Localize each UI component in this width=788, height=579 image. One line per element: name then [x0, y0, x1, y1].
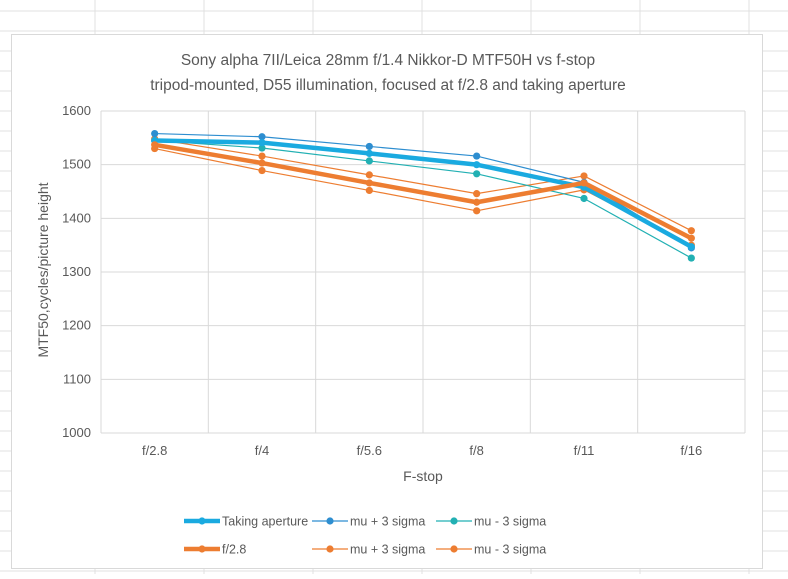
legend-label: mu - 3 sigma: [474, 515, 546, 529]
chart-title: Sony alpha 7II/Leica 28mm f/1.4 Nikkor-D…: [181, 52, 595, 69]
y-tick-label: 1000: [62, 425, 91, 440]
y-axis-ticks: 1000 1100 1200 1300 1400 1500 1600: [62, 103, 91, 440]
y-tick-label: 1200: [62, 318, 91, 333]
data-point: [151, 129, 159, 138]
data-point: [258, 159, 266, 167]
legend-entry: f/2.8: [184, 543, 246, 557]
legend-swatch-marker: [450, 545, 458, 553]
legend-entry: mu - 3 sigma: [436, 543, 546, 557]
legend-entry: mu - 3 sigma: [436, 515, 546, 529]
x-tick-label: f/8: [469, 443, 483, 458]
legend-label: mu - 3 sigma: [474, 543, 546, 557]
series-line: [152, 142, 694, 241]
series-line: [152, 138, 694, 250]
data-point: [258, 144, 266, 152]
data-point: [580, 194, 588, 203]
legend-entry: mu + 3 sigma: [312, 543, 425, 557]
legend-swatch-marker: [450, 517, 458, 525]
x-tick-label: f/11: [574, 443, 595, 458]
y-tick-label: 1300: [62, 264, 91, 279]
data-point: [365, 142, 373, 151]
data-point: [365, 171, 373, 179]
series-3: [151, 141, 695, 242]
data-point: [473, 207, 481, 215]
legend-entry: mu + 3 sigma: [312, 515, 425, 529]
legend-swatch-marker: [326, 545, 334, 553]
legend-swatch-marker: [198, 545, 206, 553]
x-tick-label: f/2.8: [142, 443, 167, 458]
y-tick-label: 1100: [63, 371, 91, 386]
data-point: [365, 179, 373, 187]
chart: Sony alpha 7II/Leica 28mm f/1.4 Nikkor-D…: [35, 52, 746, 557]
x-axis-ticks: f/2.8 f/4 f/5.6 f/8 f/11 f/16: [142, 443, 702, 458]
data-point: [258, 139, 266, 147]
data-point: [473, 170, 481, 178]
y-tick-label: 1600: [62, 103, 91, 118]
data-point: [258, 133, 266, 141]
data-point: [687, 227, 695, 235]
legend-label: mu + 3 sigma: [350, 515, 425, 529]
data-point: [687, 254, 695, 262]
data-point: [473, 161, 481, 169]
legend-entry: Taking aperture: [184, 515, 308, 529]
x-tick-label: f/16: [680, 443, 702, 458]
legend-swatch-marker: [326, 517, 334, 525]
y-tick-label: 1500: [62, 157, 91, 172]
legend-swatch-marker: [198, 517, 206, 525]
data-point: [258, 152, 266, 160]
data-point: [580, 179, 588, 187]
data-point: [473, 198, 481, 206]
chart-area[interactable]: Sony alpha 7II/Leica 28mm f/1.4 Nikkor-D…: [11, 34, 763, 569]
data-point: [473, 152, 481, 160]
data-point: [687, 243, 695, 251]
data-point: [473, 190, 481, 198]
legend-label: Taking aperture: [222, 515, 308, 529]
data-point: [580, 172, 588, 180]
y-axis-title: MTF50,cycles/picture height: [35, 182, 51, 357]
legend: Taking aperture mu + 3 sigma mu - 3 sigma f…: [184, 515, 546, 557]
legend-label: f/2.8: [222, 543, 246, 557]
series-0: [151, 136, 695, 251]
y-tick-label: 1400: [62, 210, 91, 225]
data-point: [365, 186, 373, 195]
data-point: [151, 141, 159, 149]
x-tick-label: f/5.6: [357, 443, 382, 458]
chart-subtitle: tripod-mounted, D55 illumination, focuse…: [150, 77, 626, 94]
data-point: [687, 234, 695, 242]
data-point: [365, 149, 373, 157]
series-line: [154, 139, 692, 259]
series-line: [154, 138, 692, 232]
data-point: [258, 166, 266, 175]
series-layer: [151, 129, 695, 262]
legend-label: mu + 3 sigma: [350, 543, 425, 557]
data-point: [365, 157, 373, 165]
x-tick-label: f/4: [255, 443, 269, 458]
x-axis-title: F-stop: [403, 468, 443, 484]
